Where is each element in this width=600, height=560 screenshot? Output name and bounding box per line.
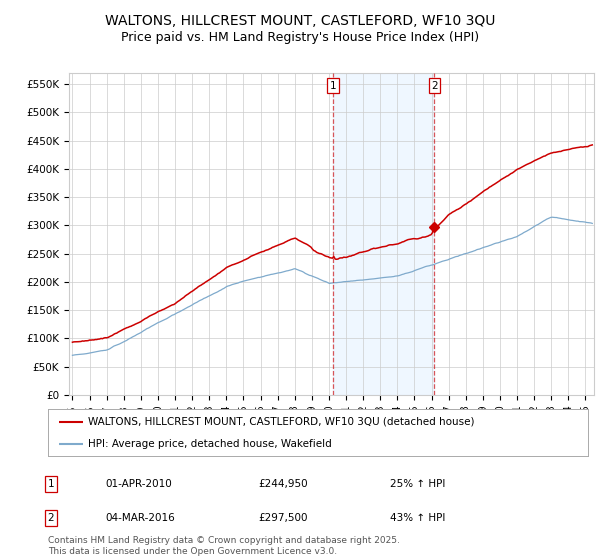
Text: £244,950: £244,950 — [258, 479, 308, 489]
Text: 1: 1 — [47, 479, 55, 489]
Text: £297,500: £297,500 — [258, 513, 308, 523]
Text: HPI: Average price, detached house, Wakefield: HPI: Average price, detached house, Wake… — [89, 438, 332, 449]
Text: 04-MAR-2016: 04-MAR-2016 — [105, 513, 175, 523]
Text: Price paid vs. HM Land Registry's House Price Index (HPI): Price paid vs. HM Land Registry's House … — [121, 31, 479, 44]
Text: Contains HM Land Registry data © Crown copyright and database right 2025.
This d: Contains HM Land Registry data © Crown c… — [48, 536, 400, 556]
Text: 01-APR-2010: 01-APR-2010 — [105, 479, 172, 489]
Text: WALTONS, HILLCREST MOUNT, CASTLEFORD, WF10 3QU (detached house): WALTONS, HILLCREST MOUNT, CASTLEFORD, WF… — [89, 417, 475, 427]
Text: 2: 2 — [431, 81, 438, 91]
Text: 2: 2 — [47, 513, 55, 523]
Text: WALTONS, HILLCREST MOUNT, CASTLEFORD, WF10 3QU: WALTONS, HILLCREST MOUNT, CASTLEFORD, WF… — [105, 14, 495, 28]
Text: 25% ↑ HPI: 25% ↑ HPI — [390, 479, 445, 489]
Bar — [333, 73, 434, 395]
Text: 1: 1 — [330, 81, 337, 91]
Text: 43% ↑ HPI: 43% ↑ HPI — [390, 513, 445, 523]
